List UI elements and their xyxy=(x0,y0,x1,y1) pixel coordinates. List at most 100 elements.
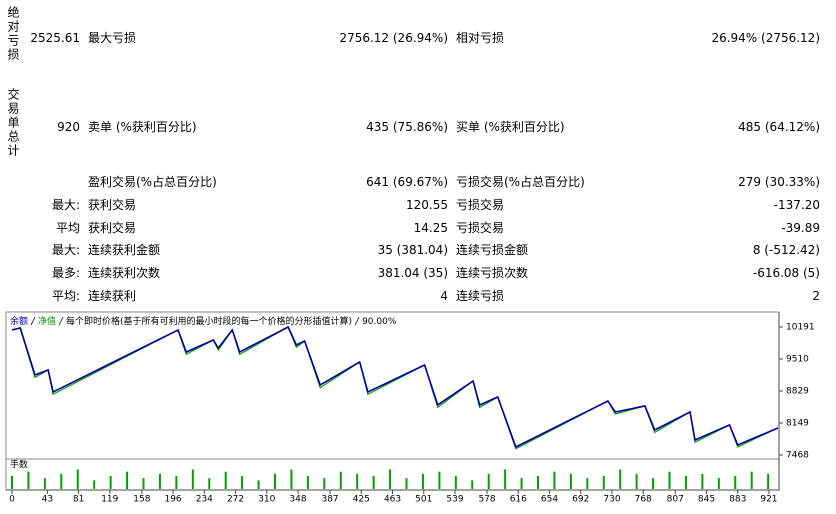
y-tick-label: 8829 xyxy=(786,387,809,397)
stat-label: 连续获利次数 xyxy=(88,266,161,280)
x-tick-label: 845 xyxy=(698,495,715,505)
stat-key: 920 xyxy=(57,120,80,134)
x-tick-label: 119 xyxy=(101,495,118,505)
stat-label: 亏损交易(%占总百分比) xyxy=(456,175,585,189)
volume-bar xyxy=(471,480,474,489)
volume-bar xyxy=(537,476,540,489)
stat-label: 亏损交易 xyxy=(456,198,505,212)
volume-bar xyxy=(717,478,720,489)
x-tick-label: 692 xyxy=(572,495,589,505)
volume-bar xyxy=(11,476,13,489)
y-tick-label: 10191 xyxy=(786,322,815,332)
stat-label: 获利交易 xyxy=(88,198,137,212)
volume-bar xyxy=(356,473,359,489)
volume-bar xyxy=(372,476,375,489)
volume-bar xyxy=(767,473,770,489)
volume-bar xyxy=(241,476,244,489)
x-tick-label: 883 xyxy=(729,495,746,505)
stat-label: 连续获利 xyxy=(88,289,137,303)
volume-bar xyxy=(60,473,63,489)
volume-bar xyxy=(734,476,737,489)
x-tick-label: 768 xyxy=(635,495,652,505)
stat-label: 亏损交易 xyxy=(456,221,505,235)
volume-bar xyxy=(652,478,655,489)
volume-bar xyxy=(76,469,79,489)
y-tick-label: 7468 xyxy=(786,450,809,460)
x-tick-label: 425 xyxy=(353,495,370,505)
stat-value: 35 (381.04) xyxy=(377,243,448,257)
legend: 余额 净值 每个即时价格(基于所有可利用的最小时段的每一个价格的分形插值计算) 90.… xyxy=(10,315,397,327)
x-tick-label: 463 xyxy=(384,495,401,505)
volume-bar xyxy=(175,476,178,489)
volume-bar xyxy=(126,471,129,489)
series-line xyxy=(11,325,779,449)
stat-label: 盈利交易(%占总百分比) xyxy=(88,175,217,189)
stat-value: -39.89 xyxy=(781,221,820,235)
x-tick-label: 807 xyxy=(667,495,684,505)
x-tick-label: 81 xyxy=(73,495,84,505)
x-tick-label: 654 xyxy=(541,495,558,505)
stat-label: 连续亏损金额 xyxy=(456,243,529,257)
stat-key: 最大: xyxy=(51,243,80,257)
stat-label: 最大亏损 xyxy=(88,31,137,45)
stat-key: 平均 xyxy=(55,221,80,235)
x-tick-label: 921 xyxy=(760,495,777,505)
volume-bar xyxy=(191,469,194,489)
stat-value: 2756.12 (26.94%) xyxy=(339,31,448,45)
volume-bar xyxy=(306,476,309,489)
volume-bar xyxy=(158,473,161,489)
stat-value: -616.08 (5) xyxy=(752,266,820,280)
volume-bar xyxy=(668,471,671,489)
stat-value: 120.55 xyxy=(406,198,448,212)
volume-bar xyxy=(438,471,441,489)
volume-label: 手数 xyxy=(10,459,28,471)
volume-bar xyxy=(339,471,342,489)
stat-label: 连续亏损次数 xyxy=(456,266,529,280)
side-label: 交易单总计 xyxy=(6,88,20,158)
volume-bar xyxy=(586,478,589,489)
stat-key: 2525.61 xyxy=(30,31,80,45)
volume-bar xyxy=(750,471,753,489)
legend-separator xyxy=(30,316,36,326)
volume-bar xyxy=(93,480,96,489)
stat-key: 最多: xyxy=(51,266,80,280)
volume-bar xyxy=(142,478,145,489)
volume-bar xyxy=(323,478,326,489)
legend-separator xyxy=(58,316,64,326)
volume-bar xyxy=(553,471,556,489)
volume-bar xyxy=(684,476,687,489)
volume-bar xyxy=(619,469,622,489)
x-tick-label: 234 xyxy=(196,495,213,505)
side-label: 绝对亏损 xyxy=(6,6,20,62)
volume-bar xyxy=(454,476,457,489)
volume-bar xyxy=(27,471,30,489)
volume-bar xyxy=(701,473,704,489)
stat-key: 平均: xyxy=(51,289,80,303)
volume-bar xyxy=(290,469,293,489)
volume-bar xyxy=(208,478,211,489)
volume-bar xyxy=(405,478,408,489)
stat-value: 2 xyxy=(812,289,820,303)
legend-entry: 余额 xyxy=(10,315,28,327)
stat-label: 相对亏损 xyxy=(456,31,505,45)
stat-label: 连续获利金额 xyxy=(88,243,161,257)
x-tick-label: 539 xyxy=(446,495,463,505)
stat-key: 最大: xyxy=(51,198,80,212)
stat-label: 连续亏损 xyxy=(456,289,505,303)
x-tick-label: 0 xyxy=(9,495,15,505)
volume-bar xyxy=(487,473,490,489)
stat-value: -137.20 xyxy=(773,198,820,212)
volume-frame xyxy=(5,458,780,491)
x-tick-label: 387 xyxy=(321,495,338,505)
x-tick-label: 196 xyxy=(164,495,181,505)
x-tick-label: 272 xyxy=(227,495,244,505)
x-tick-label: 310 xyxy=(258,495,275,505)
x-tick-label: 578 xyxy=(478,495,495,505)
legend-entry: 净值 xyxy=(38,315,56,327)
x-tick-label: 43 xyxy=(42,495,53,505)
volume-bar xyxy=(569,473,572,489)
stat-value: 4 xyxy=(440,289,448,303)
stat-value: 26.94% (2756.12) xyxy=(711,31,820,45)
